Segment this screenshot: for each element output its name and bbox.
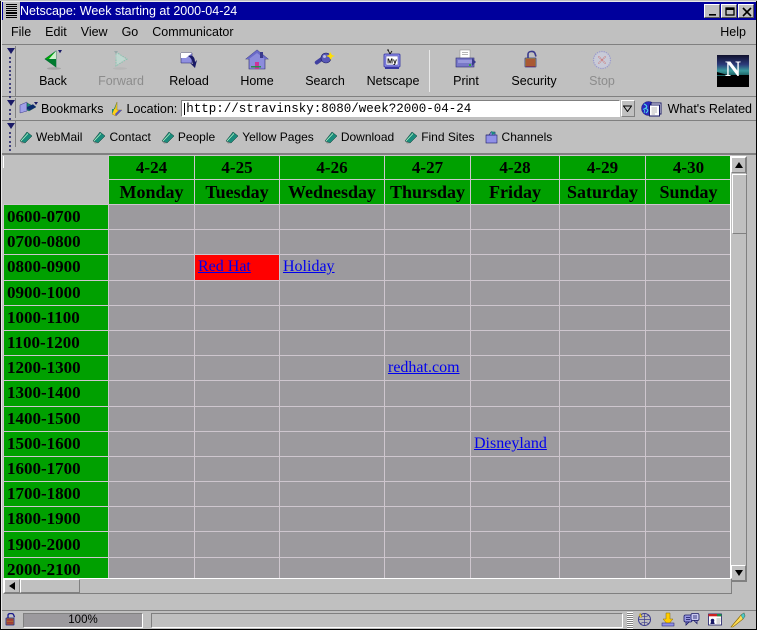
svg-text:N: N	[725, 56, 741, 81]
svg-text:My: My	[387, 59, 397, 66]
